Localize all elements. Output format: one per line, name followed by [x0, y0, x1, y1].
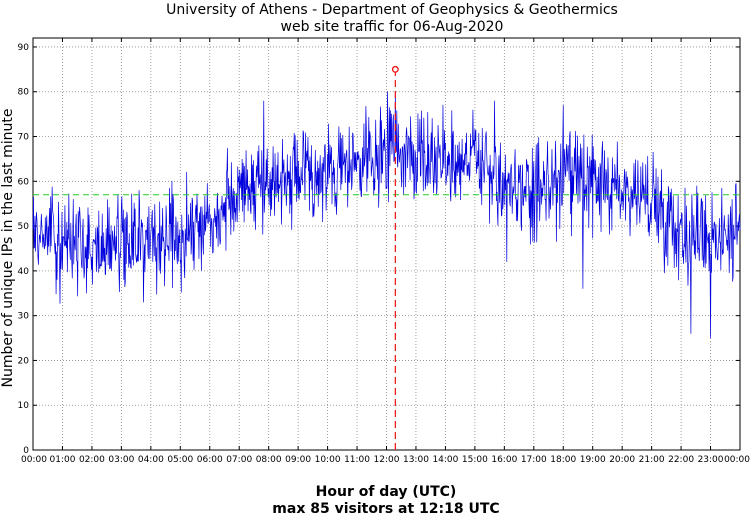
x-tick-label: 00:00 — [724, 455, 750, 465]
x-tick-label: 16:00 — [491, 455, 517, 465]
y-tick-label: 60 — [18, 177, 30, 187]
x-tick-label: 12:00 — [374, 455, 400, 465]
x-axis-label: Hour of day (UTC) — [316, 484, 457, 500]
y-tick-label: 50 — [18, 222, 30, 232]
x-tick-label: 04:00 — [138, 455, 164, 465]
y-tick-label: 0 — [23, 446, 29, 456]
x-tick-label: 13:00 — [403, 455, 429, 465]
y-tick-label: 30 — [18, 312, 30, 322]
x-tick-label: 07:00 — [226, 455, 252, 465]
chart-subtitle-date: web site traffic for 06-Aug-2020 — [281, 19, 504, 35]
x-tick-label: 11:00 — [344, 455, 370, 465]
x-tick-label: 18:00 — [550, 455, 576, 465]
x-tick-label: 03:00 — [108, 455, 134, 465]
x-tick-label: 09:00 — [285, 455, 311, 465]
x-tick-label: 02:00 — [79, 455, 105, 465]
x-tick-label: 22:00 — [668, 455, 694, 465]
y-tick-label: 40 — [18, 267, 30, 277]
y-tick-label: 10 — [18, 401, 30, 411]
x-tick-label: 20:00 — [609, 455, 635, 465]
x-tick-label: 19:00 — [580, 455, 606, 465]
chart-title: University of Athens - Department of Geo… — [166, 2, 618, 18]
max-marker — [391, 65, 399, 73]
x-tick-label: 17:00 — [521, 455, 547, 465]
x-tick-label: 08:00 — [256, 455, 282, 465]
x-tick-label: 21:00 — [639, 455, 665, 465]
x-tick-label: 00:00 — [21, 455, 47, 465]
series-line — [32, 91, 741, 339]
y-tick-label: 70 — [18, 133, 30, 143]
x-tick-label: 14:00 — [432, 455, 458, 465]
plot-frame — [32, 37, 741, 451]
y-tick-label: 90 — [18, 43, 30, 53]
x-tick-label: 05:00 — [167, 455, 193, 465]
max-visitors-note: max 85 visitors at 12:18 UTC — [272, 501, 499, 515]
x-tick-label: 06:00 — [197, 455, 223, 465]
y-tick-label: 80 — [18, 88, 30, 98]
x-tick-label: 10:00 — [315, 455, 341, 465]
y-axis-label: Number of unique IPs in the last minute — [0, 109, 16, 388]
x-tick-label: 15:00 — [462, 455, 488, 465]
y-tick-label: 20 — [18, 356, 30, 366]
x-tick-label: 01:00 — [49, 455, 75, 465]
x-tick-label: 23:00 — [698, 455, 724, 465]
